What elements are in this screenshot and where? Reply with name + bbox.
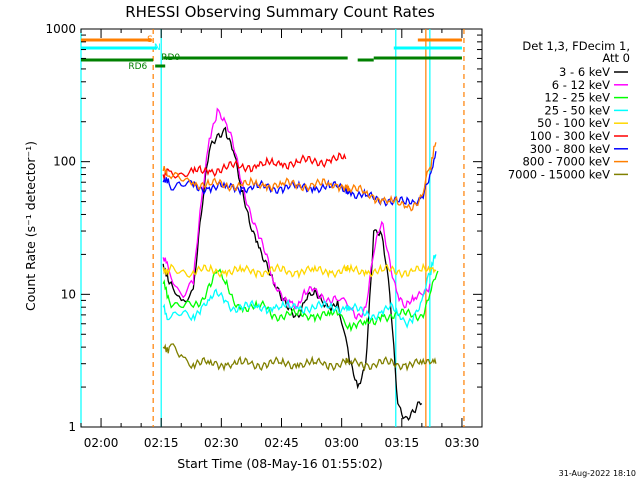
y-axis: 1 10 100 1000: [45, 22, 482, 434]
legend-header: Att 0: [602, 51, 630, 65]
x-tick-label: 02:15: [144, 436, 179, 450]
series-line: [162, 142, 437, 212]
legend-item-label: 800 - 7000 keV: [522, 155, 610, 169]
flag-bar-s: [81, 38, 152, 42]
flag-bar-n: [393, 46, 462, 50]
y-tick-label: 100: [53, 155, 76, 169]
flag-label-n: N: [154, 43, 161, 53]
flag-bar-n: [81, 46, 158, 50]
flag-bar-s: [417, 38, 462, 42]
legend-item-label: 300 - 800 keV: [530, 142, 610, 156]
chart-title: RHESSI Observing Summary Count Rates: [125, 3, 435, 21]
y-axis-label: Count Rate (s⁻¹ detector⁻¹): [23, 141, 38, 311]
flag-label-rd0: RD0: [161, 53, 180, 63]
series-line: [162, 152, 347, 180]
flag-label-rd6: RD6: [128, 62, 147, 72]
flag-bar-rd0: [373, 56, 462, 60]
legend-item-label: 100 - 300 keV: [530, 129, 610, 143]
legend-header: Det 1,3, FDecim 1,: [522, 39, 630, 53]
series-line: [162, 126, 423, 422]
flag-bar-rd6_short: [155, 64, 166, 68]
x-axis-label: Start Time (08-May-16 01:55:02): [177, 456, 382, 471]
flag-bar-rd0: [163, 56, 348, 60]
legend-item-label: 6 - 12 keV: [552, 78, 610, 92]
x-tick-label: 02:00: [84, 436, 119, 450]
series-line: [162, 151, 437, 207]
series-line: [162, 262, 437, 280]
flag-bar-rd6: [357, 58, 374, 62]
series-line: [162, 107, 431, 321]
flag-label-s: S: [147, 35, 153, 45]
y-tick-label: 1000: [45, 22, 76, 36]
series-line: [162, 343, 437, 372]
plot-frame: [80, 28, 483, 428]
legend-item-label: 7000 - 15000 keV: [508, 167, 610, 181]
x-tick-label: 02:45: [264, 436, 299, 450]
x-axis: 02:00 02:15 02:30 02:45 03:00 03:15 03:30: [80, 29, 483, 450]
series-line: [162, 254, 437, 329]
legend-item-label: 25 - 50 keV: [544, 103, 610, 117]
y-axis-label-text: Count Rate (s⁻¹ detector⁻¹): [23, 141, 38, 311]
y-tick-label: 1: [68, 420, 76, 434]
legend-item-label: 3 - 6 keV: [559, 65, 610, 79]
legend-item-label: 12 - 25 keV: [544, 91, 610, 105]
series-line: [162, 268, 439, 333]
footer-date: 31-Aug-2022 18:10: [559, 469, 636, 478]
x-tick-label: 03:15: [385, 436, 420, 450]
legend-item-label: 50 - 100 keV: [537, 116, 610, 130]
x-tick-label: 02:30: [204, 436, 239, 450]
x-tick-label: 03:00: [324, 436, 359, 450]
flag-bar-rd6: [81, 58, 154, 62]
x-tick-label: 03:30: [445, 436, 480, 450]
y-tick-label: 10: [61, 287, 76, 301]
